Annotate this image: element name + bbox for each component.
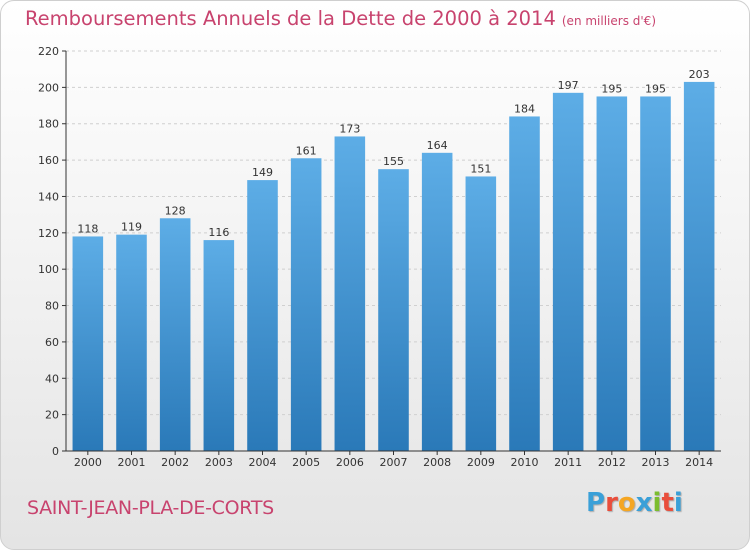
bar-2005[interactable] — [290, 158, 322, 452]
y-tick-label: 180 — [38, 118, 59, 131]
city-name: SAINT-JEAN-PLA-DE-CORTS — [27, 497, 274, 519]
x-tick-label-2005: 2005 — [292, 456, 320, 469]
value-label-2008: 164 — [427, 139, 448, 152]
logo-letter: P — [586, 488, 606, 518]
x-tick-label-2004: 2004 — [249, 456, 277, 469]
bar-2001[interactable] — [116, 234, 147, 451]
value-label-2010: 184 — [514, 102, 535, 115]
value-label-2013: 195 — [645, 82, 666, 95]
proxiti-logo[interactable]: Proxiti — [586, 488, 683, 518]
logo-letter: r — [605, 488, 618, 518]
x-tick-label-2007: 2007 — [380, 456, 408, 469]
logo-letter: i — [652, 488, 662, 518]
logo-letter: o — [617, 488, 636, 518]
y-tick-label: 200 — [38, 81, 59, 94]
bar-2014[interactable] — [683, 81, 715, 451]
x-tick-label-2002: 2002 — [161, 456, 189, 469]
value-label-2000: 118 — [77, 222, 98, 235]
y-tick-label: 220 — [38, 45, 59, 58]
x-tick-label-2011: 2011 — [554, 456, 582, 469]
x-tick-label-2010: 2010 — [511, 456, 539, 469]
y-tick-label: 20 — [45, 409, 59, 422]
y-tick-label: 60 — [45, 336, 59, 349]
bar-2007[interactable] — [378, 169, 409, 451]
value-label-2011: 197 — [558, 79, 579, 92]
x-tick-label-2001: 2001 — [118, 456, 146, 469]
value-label-2006: 173 — [339, 122, 360, 135]
value-label-2004: 149 — [252, 166, 273, 179]
chart-unit: (en milliers d'€) — [561, 14, 656, 28]
y-tick-label: 120 — [38, 227, 59, 240]
bar-2013[interactable] — [640, 96, 671, 452]
chart-title: Remboursements Annuels de la Dette de 20… — [25, 7, 656, 30]
x-tick-label-2014: 2014 — [685, 456, 713, 469]
y-tick-label: 80 — [45, 300, 59, 313]
y-tick-label: 100 — [38, 263, 59, 276]
x-tick-label-2000: 2000 — [74, 456, 102, 469]
x-tick-label-2009: 2009 — [467, 456, 495, 469]
bar-2010[interactable] — [509, 116, 540, 452]
logo-letter: t — [661, 488, 674, 518]
bar-2003[interactable] — [203, 240, 235, 451]
value-label-2014: 203 — [689, 68, 710, 81]
value-label-2002: 128 — [165, 204, 186, 217]
x-tick-label-2008: 2008 — [423, 456, 451, 469]
logo-letter: i — [673, 488, 683, 518]
bar-2009[interactable] — [465, 176, 497, 452]
value-label-2009: 151 — [470, 162, 491, 175]
bar-2012[interactable] — [596, 96, 628, 452]
x-tick-label-2013: 2013 — [642, 456, 670, 469]
x-tick-label-2012: 2012 — [598, 456, 626, 469]
x-tick-label-2003: 2003 — [205, 456, 233, 469]
bar-2004[interactable] — [247, 180, 278, 451]
value-label-2005: 161 — [296, 144, 317, 157]
bar-2006[interactable] — [334, 136, 366, 452]
bar-2000[interactable] — [72, 236, 104, 451]
value-label-2012: 195 — [601, 82, 622, 95]
y-tick-label: 160 — [38, 154, 59, 167]
value-label-2007: 155 — [383, 155, 404, 168]
bar-2008[interactable] — [421, 152, 453, 451]
value-label-2001: 119 — [121, 221, 142, 234]
value-label-2003: 116 — [208, 226, 229, 239]
bar-2011[interactable] — [552, 92, 584, 452]
x-tick-label-2006: 2006 — [336, 456, 364, 469]
logo-letter: x — [635, 488, 653, 518]
y-tick-label: 140 — [38, 190, 59, 203]
bar-2002[interactable] — [159, 218, 191, 451]
y-tick-label: 0 — [52, 445, 59, 458]
y-tick-label: 40 — [45, 372, 59, 385]
